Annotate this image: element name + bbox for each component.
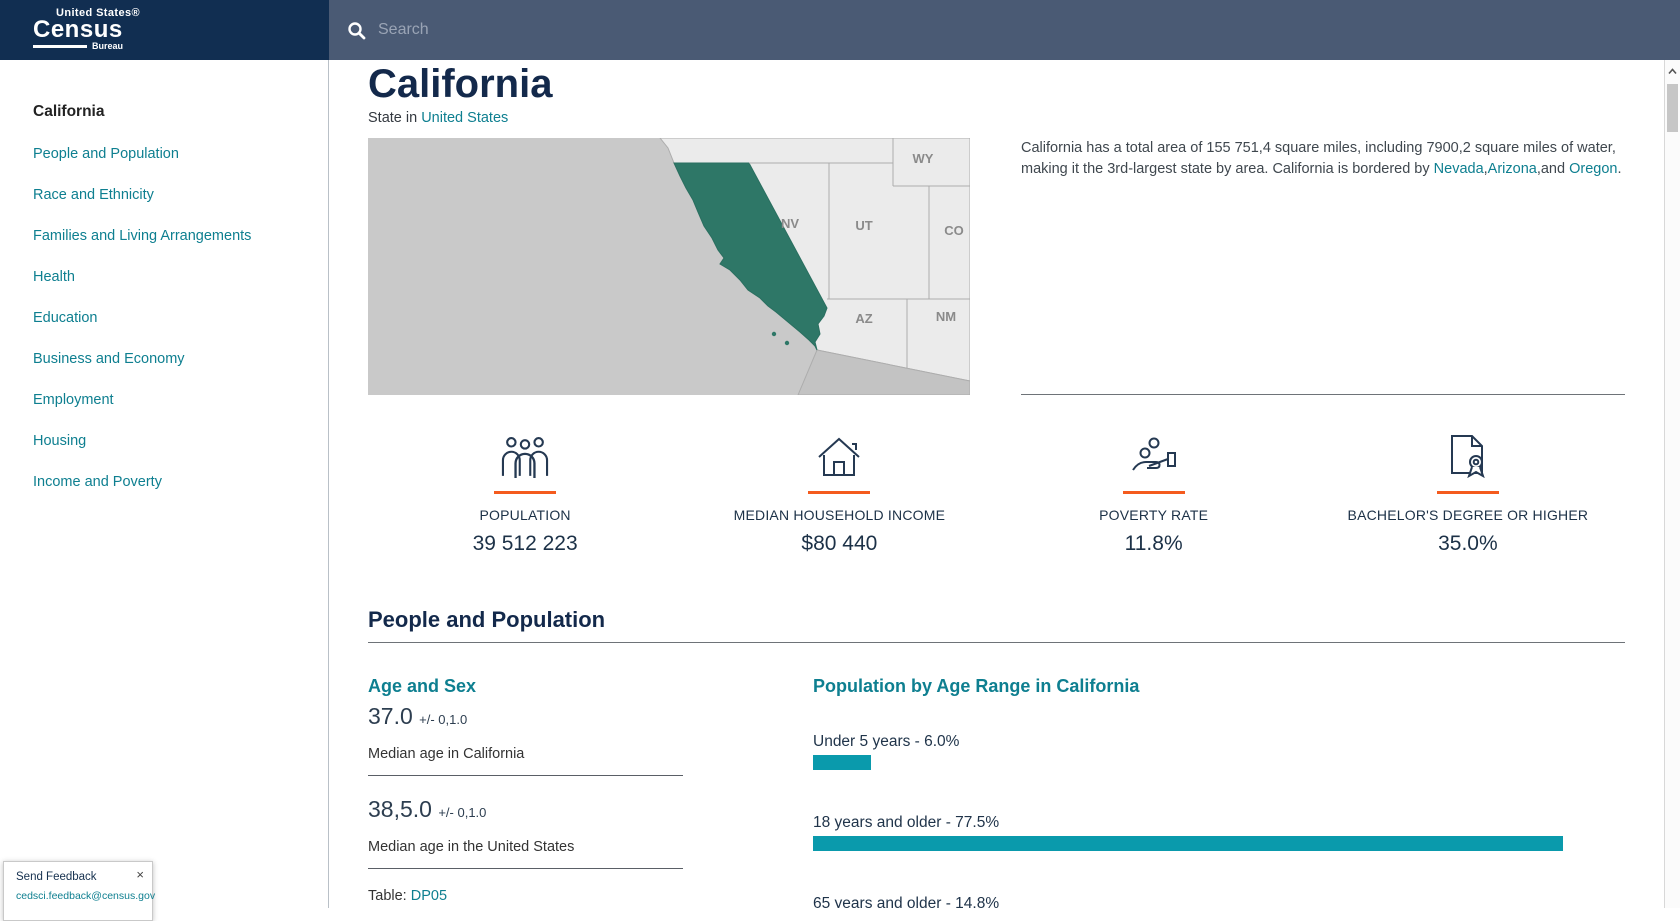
breadcrumb: State in United States: [368, 110, 1625, 128]
map-label-ut: UT: [855, 218, 872, 233]
stat-poverty-rate: POVERTY RATE 11.8%: [997, 434, 1311, 556]
stat-label: POVERTY RATE: [1099, 507, 1209, 523]
sidebar-title-california: California: [33, 103, 105, 120]
house-icon: [682, 434, 996, 478]
search-input[interactable]: [378, 21, 978, 39]
divider: [368, 868, 683, 869]
map-label-nv: NV: [781, 216, 799, 231]
stat-value: $80 440: [801, 532, 878, 555]
margin-of-error: +/- 0,1.0: [438, 805, 487, 820]
logo-underline: [33, 44, 87, 48]
median-age-ca-value: 37.0 +/- 0,1.0: [368, 703, 468, 729]
age-and-sex-panel: Age and Sex 37.0 +/- 0,1.0 Median age in…: [368, 676, 683, 908]
map-state-borders: [749, 138, 970, 368]
poverty-rate-icon: [997, 434, 1311, 478]
vertical-scrollbar[interactable]: [1664, 60, 1680, 908]
stat-median-household-income: MEDIAN HOUSEHOLD INCOME $80 440: [682, 434, 996, 556]
sidebar-item-business-and-economy[interactable]: Business and Economy: [33, 351, 185, 367]
sidebar-item-health[interactable]: Health: [33, 269, 75, 285]
chart-bar[interactable]: [813, 755, 872, 770]
feedback-title: Send Feedback: [16, 871, 97, 883]
search-bar: [329, 0, 1680, 60]
state-map[interactable]: WY NV UT CO AZ NM: [368, 137, 971, 396]
map-label-wy: WY: [913, 151, 934, 166]
stat-label: BACHELOR'S DEGREE OR HIGHER: [1347, 507, 1589, 523]
section-title-people-and-population: People and Population: [368, 607, 1625, 643]
map-label-az: AZ: [855, 311, 872, 326]
median-age-us-label: Median age in the United States: [368, 839, 575, 855]
chart-bar-group: Under 5 years - 6.0%: [813, 733, 1625, 770]
logo-united-states: United States®: [56, 7, 140, 19]
sidebar-item-income-and-poverty[interactable]: Income and Poverty: [33, 474, 162, 490]
age-and-sex-title: Age and Sex: [368, 676, 477, 696]
age-range-chart-panel: Population by Age Range in California Un…: [813, 676, 1625, 908]
stat-accent-rule: [1436, 491, 1499, 494]
stat-label: MEDIAN HOUSEHOLD INCOME: [733, 507, 946, 523]
stat-label: POPULATION: [479, 507, 571, 523]
chart-bar-label: Under 5 years - 6.0%: [813, 733, 960, 750]
divider: [368, 775, 683, 776]
scrollbar-up-arrow[interactable]: [1668, 68, 1677, 75]
stat-accent-rule: [808, 491, 871, 494]
chart-title: Population by Age Range in California: [813, 676, 1140, 696]
margin-of-error: +/- 0,1.0: [419, 712, 468, 727]
chart-bar[interactable]: [813, 836, 1564, 851]
logo-bureau: Bureau: [92, 41, 124, 51]
degree-icon: [1311, 434, 1625, 478]
map-island: [771, 331, 777, 337]
sidebar-item-people-and-population[interactable]: People and Population: [33, 146, 179, 162]
median-age-ca-label: Median age in California: [368, 746, 525, 762]
stat-accent-rule: [494, 491, 557, 494]
state-intro-text: California has a total area of 155 751,4…: [1021, 140, 1622, 178]
sidebar-item-employment[interactable]: Employment: [33, 392, 114, 408]
close-icon[interactable]: ×: [136, 867, 144, 882]
sidebar-item-race-and-ethnicity[interactable]: Race and Ethnicity: [33, 187, 154, 203]
table-source: Table: DP05 Table Survey/Program: 2019 A…: [368, 888, 448, 904]
chart-bar-label: 18 years and older - 77.5%: [813, 814, 1000, 831]
map-california-state[interactable]: [673, 162, 828, 351]
key-stats-row: POPULATION 39 512 223 MEDIAN HOUSEHOLD I…: [368, 434, 1625, 556]
stat-value: 35.0%: [1438, 532, 1498, 555]
sidebar-nav: California People and Population Race an…: [0, 60, 329, 908]
map-label-nm: NM: [936, 309, 956, 324]
nevada-link[interactable]: Nevada: [1433, 161, 1484, 178]
stat-value: 11.8%: [1124, 532, 1183, 555]
map-island: [784, 340, 790, 346]
scrollbar-thumb[interactable]: [1667, 84, 1678, 132]
feedback-email-link[interactable]: cedsci.feedback@census.gov: [16, 890, 156, 902]
census-logo[interactable]: United States® Census Bureau: [0, 0, 329, 60]
logo-census: Census: [33, 16, 123, 43]
arizona-link[interactable]: Arizona: [1487, 161, 1537, 178]
subtitle-prefix: State in: [368, 110, 422, 126]
stat-population: POPULATION 39 512 223: [368, 434, 682, 556]
map-label-co: CO: [944, 223, 964, 238]
main-content: California State in United States: [329, 60, 1664, 908]
median-age-us-value: 38,5.0 +/- 0,1.0: [368, 796, 487, 822]
table-dp05-link[interactable]: DP05: [410, 888, 448, 904]
search-icon: [348, 21, 366, 39]
page-title: California: [368, 62, 553, 106]
chart-bar-label: 65 years and older - 14.8%: [813, 895, 1000, 908]
sidebar-item-families[interactable]: Families and Living Arrangements: [33, 228, 252, 244]
stat-accent-rule: [1122, 491, 1185, 494]
top-header-bar: United States® Census Bureau: [0, 0, 1680, 60]
stat-value: 39 512 223: [472, 532, 578, 555]
state-intro-panel: California has a total area of 155 751,4…: [1021, 138, 1625, 395]
sidebar-item-education[interactable]: Education: [33, 310, 98, 326]
united-states-link[interactable]: United States: [421, 110, 509, 126]
stat-bachelors-degree: BACHELOR'S DEGREE OR HIGHER 35.0%: [1311, 434, 1625, 556]
chart-bar-group: 65 years and older - 14.8%: [813, 895, 1625, 908]
chart-bar-group: 18 years and older - 77.5%: [813, 814, 1625, 851]
sidebar-item-housing[interactable]: Housing: [33, 433, 87, 449]
oregon-link[interactable]: Oregon: [1569, 161, 1618, 178]
population-icon: [368, 434, 682, 478]
age-range-bar-chart: Under 5 years - 6.0% 18 years and older -…: [813, 733, 1625, 908]
send-feedback-popup: Send Feedback × cedsci.feedback@census.g…: [3, 861, 156, 921]
